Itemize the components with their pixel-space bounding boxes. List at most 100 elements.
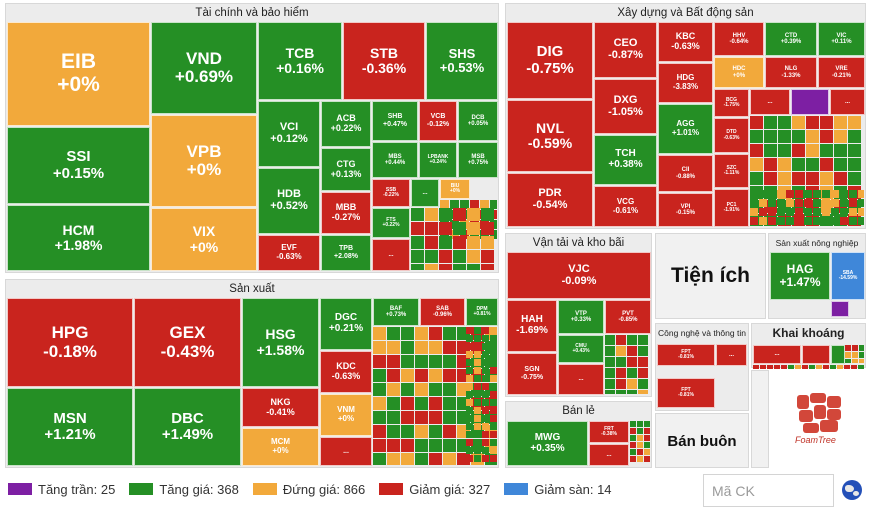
mini-stock-cell[interactable] [834,130,847,143]
tile-more[interactable]: ... [750,89,790,115]
mini-stock-cell[interactable] [425,264,438,270]
mini-stock-cell[interactable] [792,172,805,185]
tile-hdb[interactable]: HDB +0.52% [258,168,320,234]
mini-stock-cell[interactable] [373,327,386,340]
mini-stock-cell[interactable] [637,456,643,462]
mini-stock-cell[interactable] [777,199,785,207]
tile-mwg[interactable]: MWG +0.35% [507,421,588,466]
mini-stock-cell[interactable] [820,158,833,171]
mini-stock-cell[interactable] [813,217,821,225]
mini-stock-cell[interactable] [425,208,438,221]
tile-more[interactable]: ... [372,239,410,271]
tile-more[interactable]: ... [558,364,604,395]
mini-stock-cell[interactable] [831,199,839,207]
mini-stock-cell[interactable] [481,250,494,263]
mini-stock-cell[interactable] [453,208,466,221]
foamtree-logo[interactable]: FoamTree [771,373,863,465]
tile-hag[interactable]: HAG +1.47% [770,252,830,300]
mini-stock-cell[interactable] [795,190,803,198]
tile-szc[interactable]: SZC -1.11% [714,154,749,188]
tile-ssb[interactable]: SSB -0.22% [372,179,410,207]
mini-stock-cell[interactable] [778,158,791,171]
mini-stock-cell[interactable] [490,200,497,209]
mini-stock-cell[interactable] [474,423,481,430]
mini-stock-cell[interactable] [822,208,830,216]
mini-stock-cell[interactable] [467,250,480,263]
mini-stock-cell[interactable] [429,327,442,340]
mini-stock-cell[interactable] [750,144,763,157]
mini-stock-cell[interactable] [466,367,473,374]
mini-stock-cell[interactable] [616,368,626,378]
mini-stock-cell[interactable] [490,423,497,430]
tile-baf[interactable]: BAF +0.73% [373,298,419,326]
mini-stock-cell[interactable] [453,222,466,235]
mini-stock-cell[interactable] [466,415,473,422]
tile-mbs[interactable]: MBS +0.44% [372,142,418,178]
mini-stock-cell[interactable] [750,172,763,185]
mini-stock-cell[interactable] [627,390,637,394]
tile-hhv[interactable]: HHV -0.64% [714,22,764,56]
tile-sgn[interactable]: SGN -0.75% [507,353,557,395]
tile-vcb[interactable]: VCB -0.12% [419,101,457,141]
mini-stock-cell[interactable] [387,425,400,438]
mini-stock-cell[interactable] [644,442,650,448]
mini-stock-cell[interactable] [443,411,456,424]
mini-stock-cell[interactable] [415,411,428,424]
mini-stock-cell[interactable] [474,359,481,366]
mini-stock-cell[interactable] [429,453,442,465]
mini-stock-cell[interactable] [466,375,473,382]
mini-stock-cell[interactable] [795,199,803,207]
mini-stock-cell[interactable] [482,407,489,414]
mini-stock-cell[interactable] [816,365,822,369]
mini-stock-cell[interactable] [443,327,456,340]
tile-sab[interactable]: SAB -0.96% [420,298,465,326]
tile-dpm[interactable]: DPM +0.81% [466,298,498,326]
mini-stock-cell[interactable] [858,190,864,198]
mini-stock-cell[interactable] [467,208,480,221]
tile-sba[interactable]: SBA -14.59% [831,252,865,300]
mini-stock-cell[interactable] [474,455,481,462]
mini-stock-cell[interactable] [858,217,864,225]
tile-hpg[interactable]: HPG -0.18% [7,298,133,387]
mini-stock-cell[interactable] [490,407,497,414]
tile-dxg[interactable]: DXG -1.05% [594,79,657,134]
tile-shs[interactable]: SHS +0.53% [426,22,498,100]
mini-stock-cell[interactable] [605,346,615,356]
mini-stock-cell[interactable] [795,208,803,216]
mini-stock-cell[interactable] [792,116,805,129]
mini-stock-cell[interactable] [482,391,489,398]
tile-more[interactable]: ... [716,344,747,366]
tile-ctd[interactable]: CTD +0.39% [765,22,817,56]
mini-stock-cell[interactable] [411,236,424,249]
mini-stock-cell[interactable] [387,397,400,410]
mini-stock-cell[interactable] [466,407,473,414]
mini-stock-cell[interactable] [637,428,643,434]
mini-stock-cell[interactable] [859,352,864,358]
mini-stock-cell[interactable] [806,116,819,129]
mini-stock-cell[interactable] [411,250,424,263]
mini-stock-cell[interactable] [373,411,386,424]
mini-stock-cell[interactable] [387,369,400,382]
mini-stock-cell[interactable] [443,397,456,410]
mini-stock-cell[interactable] [605,335,615,345]
mini-stock-cell[interactable] [822,190,830,198]
mini-stock-cell[interactable] [490,351,497,358]
mini-stock-cell[interactable] [792,158,805,171]
mini-stock-cell[interactable] [466,431,473,438]
mini-stock-cell[interactable] [415,327,428,340]
mini-stock-cell[interactable] [627,368,637,378]
mini-stock-cell[interactable] [387,327,400,340]
mini-stock-cell[interactable] [387,383,400,396]
mini-stock-cell[interactable] [439,264,452,270]
mini-stock-cell[interactable] [443,425,456,438]
mini-stock-cell[interactable] [768,217,776,225]
mini-stock-cell[interactable] [858,365,864,369]
mini-stock-cell[interactable] [490,431,497,438]
mini-stock-cell[interactable] [425,236,438,249]
mini-stock-cell[interactable] [840,190,848,198]
mini-stock-cell[interactable] [387,411,400,424]
tile-dig[interactable]: DIG -0.75% [507,22,593,99]
mini-stock-cell[interactable] [466,383,473,390]
mini-stock-cell[interactable] [781,365,787,369]
mini-stock-cell[interactable] [470,200,479,209]
